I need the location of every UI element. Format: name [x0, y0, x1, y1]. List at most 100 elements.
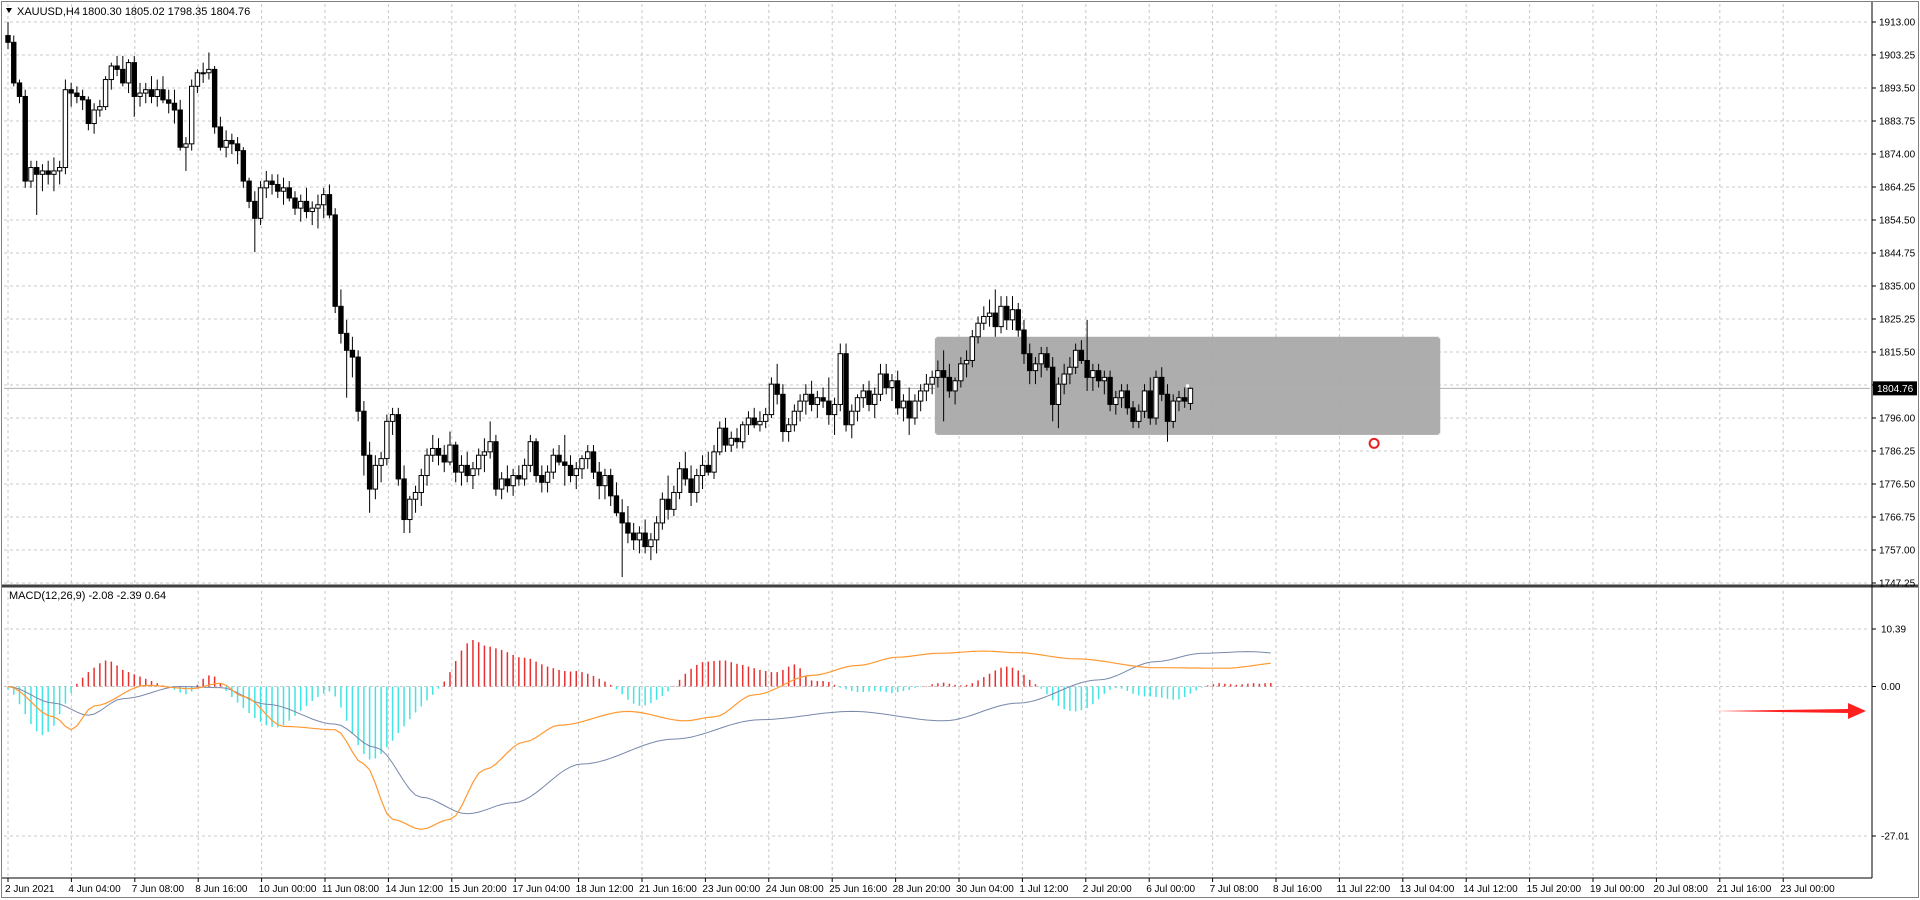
- candle[interactable]: [510, 468, 516, 496]
- candle[interactable]: [407, 495, 413, 534]
- candle[interactable]: [740, 421, 746, 449]
- candle[interactable]: [217, 116, 224, 151]
- candle[interactable]: [183, 137, 189, 171]
- candle[interactable]: [717, 421, 723, 456]
- candle[interactable]: [108, 62, 115, 90]
- candle[interactable]: [1147, 377, 1153, 425]
- candle[interactable]: [269, 174, 275, 195]
- candle[interactable]: [1055, 377, 1062, 429]
- candle[interactable]: [286, 181, 292, 202]
- candle[interactable]: [671, 485, 677, 517]
- candle[interactable]: [487, 421, 493, 459]
- candle[interactable]: [1072, 343, 1079, 374]
- candle[interactable]: [883, 363, 889, 395]
- candle[interactable]: [11, 35, 17, 87]
- candle[interactable]: [653, 516, 660, 554]
- candle[interactable]: [912, 394, 918, 425]
- candle[interactable]: [5, 22, 11, 50]
- candle[interactable]: [814, 390, 821, 418]
- candle[interactable]: [579, 455, 585, 479]
- candle[interactable]: [688, 465, 694, 506]
- candle[interactable]: [246, 177, 252, 209]
- candle[interactable]: [521, 458, 528, 486]
- candle[interactable]: [355, 350, 361, 422]
- candle[interactable]: [240, 147, 247, 188]
- candle[interactable]: [820, 387, 826, 408]
- candle[interactable]: [56, 160, 63, 185]
- candle[interactable]: [321, 187, 327, 219]
- candle[interactable]: [475, 448, 482, 476]
- candle[interactable]: [332, 208, 338, 314]
- range-box-handle[interactable]: [933, 433, 937, 437]
- candle[interactable]: [498, 472, 505, 500]
- candle[interactable]: [923, 374, 930, 402]
- candle[interactable]: [1044, 346, 1050, 371]
- candle[interactable]: [539, 465, 545, 493]
- candle[interactable]: [1032, 357, 1039, 385]
- candle[interactable]: [206, 52, 212, 80]
- candle[interactable]: [1015, 302, 1021, 337]
- candle[interactable]: [590, 445, 597, 479]
- candle[interactable]: [768, 377, 775, 418]
- candle[interactable]: [338, 289, 344, 344]
- red-arrow-icon[interactable]: [1715, 703, 1866, 719]
- candle[interactable]: [309, 201, 315, 226]
- candle[interactable]: [275, 174, 281, 198]
- candle[interactable]: [171, 89, 178, 124]
- candle[interactable]: [659, 492, 666, 530]
- candle[interactable]: [1095, 363, 1102, 388]
- candle[interactable]: [430, 434, 436, 462]
- candle[interactable]: [39, 164, 46, 192]
- candle[interactable]: [648, 533, 654, 561]
- candle[interactable]: [831, 397, 838, 435]
- candle[interactable]: [62, 79, 69, 175]
- candle[interactable]: [527, 434, 534, 473]
- candle[interactable]: [1187, 387, 1194, 411]
- candle[interactable]: [940, 350, 947, 422]
- candle[interactable]: [705, 451, 711, 476]
- candle[interactable]: [493, 434, 499, 496]
- candle[interactable]: [1078, 340, 1085, 364]
- candle[interactable]: [91, 103, 97, 134]
- candle[interactable]: [780, 384, 786, 442]
- candle[interactable]: [401, 465, 407, 534]
- candle[interactable]: [166, 89, 172, 114]
- candle[interactable]: [1113, 390, 1119, 415]
- candle[interactable]: [1136, 404, 1142, 429]
- candle[interactable]: [148, 76, 155, 104]
- candle[interactable]: [872, 387, 878, 418]
- candle[interactable]: [361, 401, 367, 476]
- candle[interactable]: [1027, 343, 1033, 385]
- candle[interactable]: [826, 377, 832, 425]
- candle[interactable]: [458, 455, 465, 486]
- candle[interactable]: [849, 404, 855, 439]
- candle[interactable]: [854, 394, 861, 422]
- candle[interactable]: [1153, 370, 1159, 425]
- candle[interactable]: [1090, 363, 1096, 391]
- range-box-handle[interactable]: [1438, 335, 1442, 339]
- candle[interactable]: [544, 465, 551, 493]
- candle[interactable]: [975, 316, 981, 344]
- candle[interactable]: [372, 455, 379, 500]
- candle[interactable]: [34, 160, 40, 215]
- candle[interactable]: [917, 384, 924, 412]
- red-circle-marker[interactable]: [1368, 437, 1380, 449]
- candle[interactable]: [441, 445, 447, 473]
- candle[interactable]: [1038, 346, 1044, 378]
- range-box-handle[interactable]: [1438, 433, 1442, 437]
- candle[interactable]: [424, 448, 430, 486]
- candle[interactable]: [625, 506, 631, 544]
- candle[interactable]: [963, 350, 970, 378]
- price-axis[interactable]: 1913.00 1903.25 1893.50 1883.75 1874.00 1864.…: [1872, 18, 1917, 843]
- candle[interactable]: [837, 343, 843, 412]
- candle[interactable]: [785, 418, 792, 442]
- range-box-handle[interactable]: [1186, 384, 1190, 388]
- candle[interactable]: [1009, 296, 1016, 330]
- candle[interactable]: [481, 438, 488, 473]
- candle[interactable]: [74, 86, 80, 104]
- candle[interactable]: [803, 384, 809, 415]
- candle[interactable]: [1170, 394, 1176, 429]
- candle[interactable]: [694, 468, 700, 503]
- candle[interactable]: [791, 404, 798, 432]
- candle[interactable]: [728, 431, 734, 452]
